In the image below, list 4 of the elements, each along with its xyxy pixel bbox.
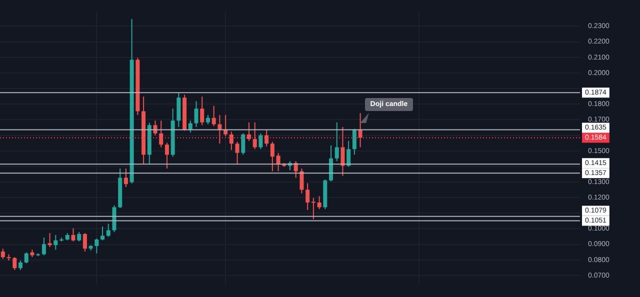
candlestick <box>100 226 105 240</box>
candlestick <box>48 233 52 247</box>
candlestick <box>311 198 316 220</box>
candlestick <box>60 238 64 242</box>
